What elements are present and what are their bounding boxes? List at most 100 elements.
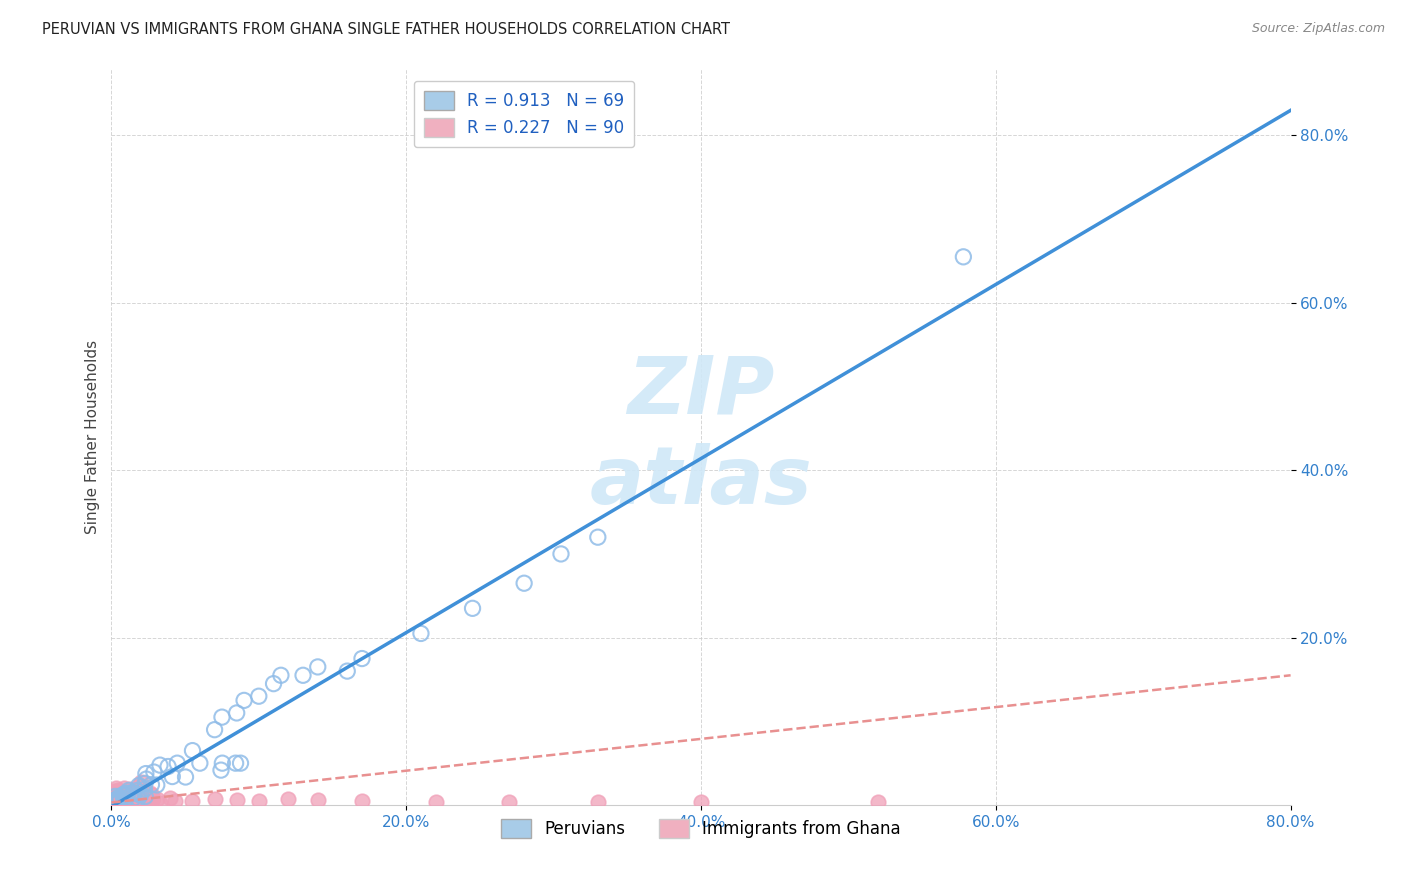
Point [125, 783, 148, 797]
Point [103, 793, 125, 807]
Point [107, 797, 129, 811]
Point [114, 797, 136, 812]
Point [111, 788, 134, 802]
Point [104, 786, 127, 800]
Point [101, 796, 124, 810]
Text: ZIP
atlas: ZIP atlas [589, 352, 813, 521]
Point [952, 250, 974, 264]
Point [104, 781, 127, 796]
Point [247, 794, 270, 808]
Point [149, 758, 172, 772]
Point [134, 797, 156, 812]
Point [105, 797, 128, 812]
Point [139, 786, 162, 800]
Point [112, 791, 135, 805]
Text: PERUVIAN VS IMMIGRANTS FROM GHANA SINGLE FATHER HOUSEHOLDS CORRELATION CHART: PERUVIAN VS IMMIGRANTS FROM GHANA SINGLE… [42, 22, 730, 37]
Point [108, 789, 131, 803]
Point [108, 789, 131, 804]
Point [108, 793, 131, 807]
Point [103, 784, 125, 798]
Point [120, 785, 142, 799]
Point [114, 794, 136, 808]
Point [101, 797, 124, 811]
Point [513, 576, 536, 591]
Point [409, 626, 432, 640]
Point [127, 787, 149, 801]
Point [105, 797, 128, 811]
Point [159, 791, 181, 805]
Point [204, 723, 226, 737]
Point [498, 795, 520, 809]
Point [101, 795, 124, 809]
Point [112, 780, 135, 795]
Point [122, 795, 145, 809]
Point [277, 792, 299, 806]
Point [122, 793, 145, 807]
Point [105, 795, 128, 809]
Point [866, 796, 889, 810]
Point [247, 690, 270, 704]
Point [128, 779, 150, 793]
Point [292, 668, 315, 682]
Point [135, 766, 157, 780]
Point [141, 792, 163, 806]
Point [101, 789, 124, 804]
Point [104, 789, 127, 804]
Point [112, 794, 135, 808]
Point [121, 785, 143, 799]
Point [124, 789, 146, 804]
Point [107, 792, 129, 806]
Point [108, 789, 131, 804]
Point [101, 797, 124, 812]
Point [141, 788, 163, 802]
Point [107, 795, 129, 809]
Point [128, 780, 150, 794]
Point [103, 796, 125, 810]
Point [225, 756, 247, 771]
Point [225, 793, 247, 807]
Point [101, 787, 124, 801]
Point [103, 794, 125, 808]
Point [142, 765, 165, 780]
Point [157, 759, 180, 773]
Point [586, 530, 609, 544]
Point [107, 797, 129, 812]
Point [120, 796, 142, 810]
Point [166, 756, 188, 771]
Point [105, 797, 128, 812]
Point [141, 792, 163, 806]
Point [121, 795, 143, 809]
Point [114, 789, 136, 803]
Point [105, 797, 128, 812]
Point [225, 706, 247, 720]
Point [211, 710, 233, 724]
Point [204, 792, 226, 806]
Point [125, 789, 148, 804]
Point [586, 796, 609, 810]
Point [117, 790, 139, 805]
Point [101, 797, 124, 811]
Point [115, 790, 138, 805]
Point [121, 796, 143, 810]
Point [105, 797, 128, 812]
Point [101, 797, 124, 811]
Point [162, 770, 184, 784]
Text: Source: ZipAtlas.com: Source: ZipAtlas.com [1251, 22, 1385, 36]
Legend: Peruvians, Immigrants from Ghana: Peruvians, Immigrants from Ghana [495, 812, 907, 845]
Point [209, 763, 232, 777]
Point [307, 660, 329, 674]
Y-axis label: Single Father Households: Single Father Households [86, 340, 100, 533]
Point [120, 794, 142, 808]
Point [149, 796, 172, 810]
Point [115, 797, 138, 812]
Point [181, 794, 204, 808]
Point [129, 788, 152, 802]
Point [101, 791, 124, 805]
Point [103, 797, 125, 811]
Point [211, 756, 233, 771]
Point [105, 788, 128, 802]
Point [188, 756, 211, 771]
Point [104, 797, 127, 811]
Point [690, 796, 713, 810]
Point [132, 784, 155, 798]
